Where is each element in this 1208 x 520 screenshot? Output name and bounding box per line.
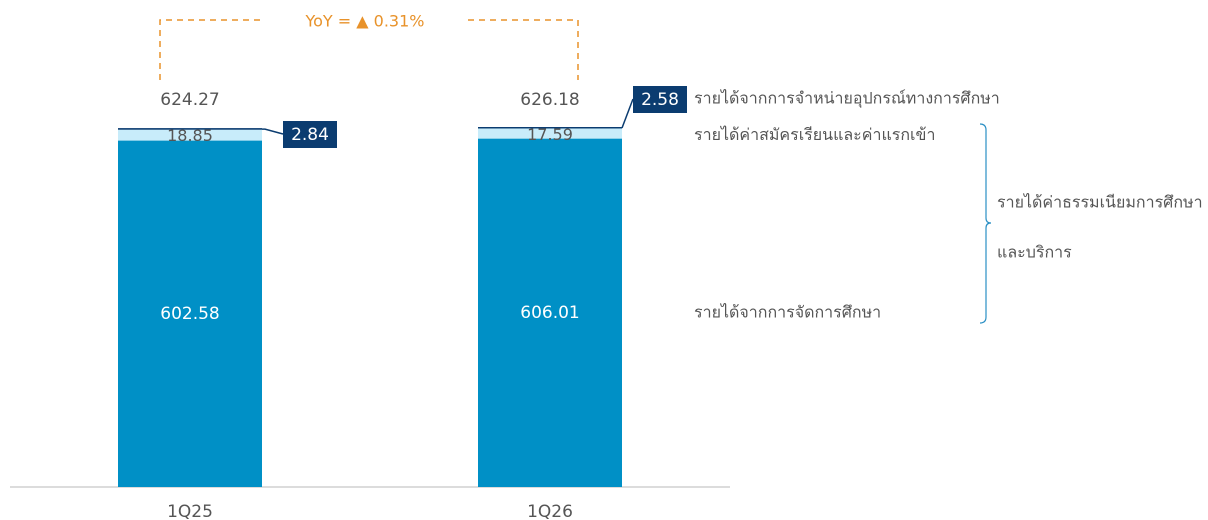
leader-line <box>621 98 634 129</box>
value-label: 2.84 <box>291 125 329 145</box>
group-label: และบริการ <box>997 243 1072 262</box>
legend-label: รายได้จากการจัดการศึกษา <box>694 302 881 321</box>
bar-segment <box>118 140 262 487</box>
total-label: 624.27 <box>160 90 219 110</box>
x-tick-label: 1Q25 <box>167 502 213 520</box>
legend-label: รายได้จากการจำหน่ายอุปกรณ์ทางการศึกษา <box>694 89 1000 109</box>
value-label: 18.85 <box>167 126 213 145</box>
value-box <box>633 86 687 113</box>
value-box <box>283 121 337 148</box>
x-tick-label: 1Q26 <box>527 502 573 520</box>
group-label: รายได้ค่าธรรมเนียมการศึกษา <box>997 193 1203 212</box>
bar-segment <box>478 127 622 129</box>
value-label: 17.59 <box>527 125 573 144</box>
yoy-bracket <box>159 19 579 80</box>
group-bracket <box>979 123 992 324</box>
yoy-annotation: YoY = ▲ 0.31% <box>304 12 424 31</box>
leader-line <box>262 128 284 135</box>
bar-segment <box>118 129 262 141</box>
bar-segment <box>478 138 622 488</box>
legend-label: รายได้ค่าสมัครเรียนและค่าแรกเข้า <box>694 125 935 144</box>
bar-segment <box>118 128 262 130</box>
value-label: 606.01 <box>520 303 579 323</box>
bar-segment <box>478 128 622 139</box>
value-label: 2.58 <box>641 90 679 110</box>
total-label: 626.18 <box>520 90 579 110</box>
value-label: 602.58 <box>160 304 219 324</box>
